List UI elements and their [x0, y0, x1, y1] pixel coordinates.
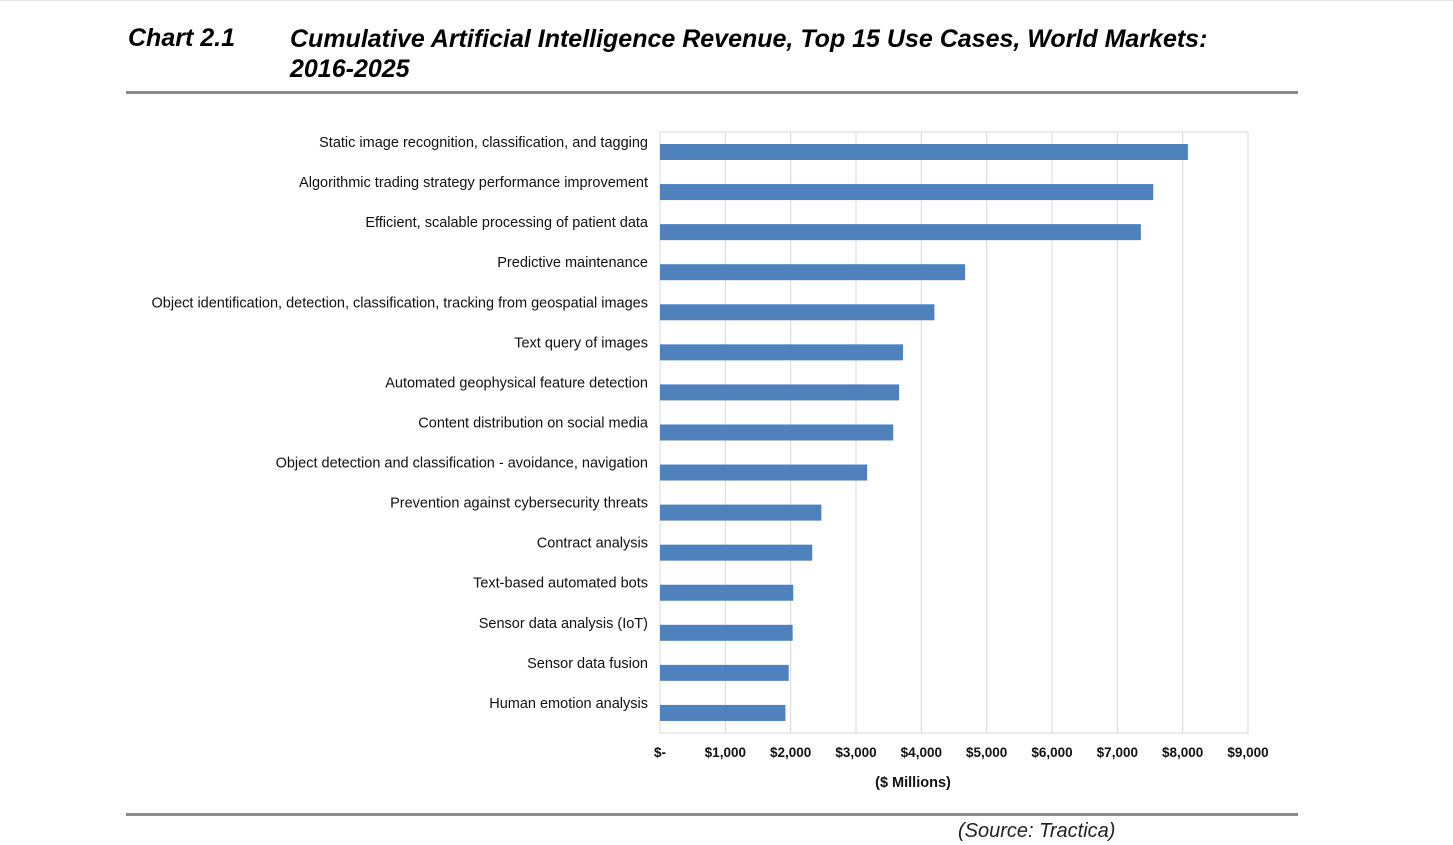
- x-tick-labels: $- $1,000 $2,000 $3,000 $4,000 $5,000 $6,000 $7…: [654, 745, 1269, 760]
- bar: [660, 584, 794, 601]
- bar: [660, 424, 894, 441]
- bar: [660, 384, 900, 401]
- category-label: Sensor data analysis (IoT): [479, 616, 648, 632]
- source-note: (Source: Tractica): [958, 820, 1116, 842]
- x-tick-label: $4,000: [901, 745, 942, 760]
- x-tick-label: $5,000: [966, 745, 1007, 760]
- bar: [660, 504, 822, 521]
- category-label: Sensor data fusion: [527, 656, 648, 672]
- bar: [660, 224, 1141, 241]
- footer-rule: [126, 813, 1298, 816]
- category-label: Efficient, scalable processing of patien…: [365, 215, 649, 231]
- header-rule: [126, 91, 1298, 94]
- bar: [660, 344, 904, 361]
- category-label: Static image recognition, classification…: [319, 135, 648, 151]
- category-label: Predictive maintenance: [497, 255, 648, 271]
- x-tick-label: $9,000: [1227, 745, 1268, 760]
- category-label: Human emotion analysis: [489, 696, 648, 712]
- bar: [660, 664, 789, 681]
- bar: [660, 544, 813, 561]
- chart-title: Cumulative Artificial Intelligence Reven…: [290, 25, 1208, 83]
- category-label: Object detection and classification - av…: [276, 456, 648, 472]
- bar: [660, 624, 793, 641]
- x-tick-label: $2,000: [770, 745, 811, 760]
- bar: [660, 304, 935, 321]
- category-label: Text query of images: [514, 335, 648, 351]
- bar: [660, 464, 868, 481]
- category-label: Text-based automated bots: [473, 576, 648, 592]
- bar: [660, 704, 786, 721]
- bar: [660, 264, 966, 281]
- category-label: Prevention against cybersecurity threats: [390, 496, 648, 512]
- category-label: Automated geophysical feature detection: [385, 375, 648, 391]
- chart-number: Chart 2.1: [128, 24, 235, 52]
- category-label: Contract analysis: [537, 536, 648, 552]
- x-axis-title: ($ Millions): [875, 775, 951, 791]
- x-tick-label: $-: [654, 745, 666, 760]
- x-tick-label: $6,000: [1031, 745, 1072, 760]
- top-border: [0, 0, 1453, 1]
- bars: [660, 144, 1188, 721]
- category-label: Algorithmic trading strategy performance…: [299, 175, 648, 191]
- x-tick-label: $7,000: [1097, 745, 1138, 760]
- bar: [660, 144, 1188, 160]
- category-labels: Static image recognition, classification…: [152, 135, 649, 712]
- category-label: Content distribution on social media: [418, 415, 649, 431]
- category-label: Object identification, detection, classi…: [152, 295, 648, 311]
- x-tick-label: $8,000: [1162, 745, 1203, 760]
- x-tick-label: $3,000: [835, 745, 876, 760]
- bar: [660, 184, 1154, 201]
- x-tick-label: $1,000: [705, 745, 746, 760]
